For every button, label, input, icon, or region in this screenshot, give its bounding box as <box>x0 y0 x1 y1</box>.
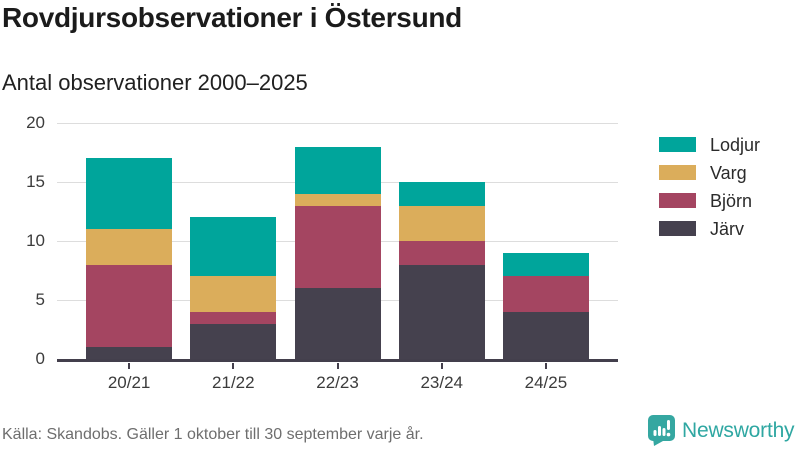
bar-segment-varg <box>190 276 277 312</box>
legend-label: Järv <box>710 218 745 239</box>
legend-item-varg: Varg <box>659 162 760 183</box>
newsworthy-brand: Newsworthy <box>648 415 795 446</box>
bar-slot: 21/22 <box>181 123 285 392</box>
stacked-bar-20-21 <box>86 123 173 359</box>
x-axis-tick <box>232 363 235 369</box>
x-axis-tick <box>128 363 131 369</box>
legend-label: Björn <box>710 190 753 211</box>
x-axis-label: 20/21 <box>107 373 151 392</box>
plot-area: 20/21 21/22 22/23 23/24 24/25 0 5 10 15 20 <box>26 113 618 392</box>
bar-segment-lodjur <box>502 252 589 277</box>
newsworthy-wordmark: Newsworthy <box>682 418 795 442</box>
bar-segment-järv <box>86 347 173 359</box>
legend-swatch <box>659 193 696 208</box>
bar-segment-lodjur <box>86 158 173 230</box>
x-axis-label: 21/22 <box>212 373 255 392</box>
legend-label: Lodjur <box>710 134 761 155</box>
bar-slot: 20/21 <box>77 123 181 392</box>
bar-segment-björn <box>190 311 277 324</box>
bar-segment-järv <box>502 311 589 359</box>
legend-swatch <box>659 165 696 180</box>
legend-swatch <box>659 221 696 236</box>
bars-row: 20/21 21/22 22/23 23/24 24/25 <box>77 123 598 392</box>
x-axis-tick <box>336 363 339 369</box>
newsworthy-logo-icon <box>648 415 675 446</box>
gridline <box>57 123 618 124</box>
page-title: Rovdjursobservationer i Östersund <box>2 2 462 33</box>
bar-segment-järv <box>190 323 277 359</box>
bar-segment-varg <box>294 193 381 206</box>
legend-swatch <box>659 137 696 152</box>
bar-segment-lodjur <box>190 217 277 277</box>
legend-label: Varg <box>710 162 747 183</box>
x-axis-line <box>57 359 618 362</box>
bar-segment-björn <box>502 276 589 312</box>
stacked-bar-24-25 <box>502 123 589 359</box>
bar-segment-varg <box>86 229 173 265</box>
bar-segment-björn <box>86 264 173 348</box>
y-axis-tick-label: 15 <box>26 172 45 191</box>
legend-item-lodjur: Lodjur <box>659 134 761 155</box>
bar-segment-lodjur <box>398 182 485 206</box>
page-subtitle: Antal observationer 2000–2025 <box>2 70 308 95</box>
x-axis-label: 22/23 <box>316 373 359 392</box>
legend: Lodjur Varg Björn Järv <box>659 134 761 249</box>
bar-segment-björn <box>398 241 485 265</box>
bar-segment-björn <box>294 205 381 289</box>
x-axis-label: 23/24 <box>420 373 463 392</box>
stacked-bar-23-24 <box>398 123 485 359</box>
stacked-bar-21-22 <box>190 123 277 359</box>
bar-segment-lodjur <box>294 146 381 194</box>
source-note: Källa: Skandobs. Gäller 1 oktober till 3… <box>2 426 424 443</box>
y-axis-tick-label: 10 <box>26 231 45 250</box>
bar-segment-järv <box>294 288 381 359</box>
x-axis-tick <box>544 363 547 369</box>
y-axis-tick-label: 5 <box>35 290 45 309</box>
x-axis-tick <box>440 363 443 369</box>
y-axis-tick-label: 0 <box>35 349 45 368</box>
bar-segment-varg <box>398 205 485 241</box>
bar-slot: 22/23 <box>285 123 389 392</box>
x-axis-label: 24/25 <box>524 373 568 392</box>
stacked-bar-22-23 <box>294 123 381 359</box>
bar-segment-järv <box>398 264 485 359</box>
legend-item-järv: Järv <box>659 218 760 239</box>
y-axis-tick-label: 20 <box>26 113 45 132</box>
bar-slot: 24/25 <box>494 123 598 392</box>
bar-slot: 23/24 <box>390 123 494 392</box>
legend-item-björn: Björn <box>659 190 760 211</box>
